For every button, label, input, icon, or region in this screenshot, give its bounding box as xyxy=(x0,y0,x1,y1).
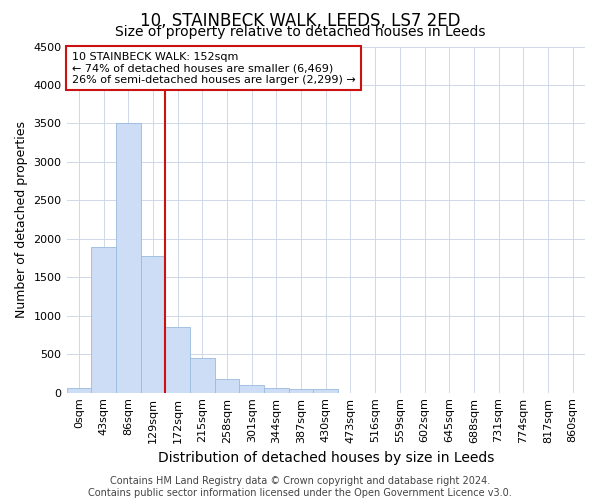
Bar xyxy=(313,389,338,392)
Text: Contains HM Land Registry data © Crown copyright and database right 2024.
Contai: Contains HM Land Registry data © Crown c… xyxy=(88,476,512,498)
Y-axis label: Number of detached properties: Number of detached properties xyxy=(15,121,28,318)
Bar xyxy=(215,379,239,392)
X-axis label: Distribution of detached houses by size in Leeds: Distribution of detached houses by size … xyxy=(158,451,494,465)
Bar xyxy=(91,246,116,392)
Bar xyxy=(289,389,313,392)
Bar xyxy=(67,388,91,392)
Bar xyxy=(190,358,215,392)
Bar xyxy=(140,256,165,392)
Bar xyxy=(165,328,190,392)
Bar xyxy=(264,388,289,392)
Text: 10, STAINBECK WALK, LEEDS, LS7 2ED: 10, STAINBECK WALK, LEEDS, LS7 2ED xyxy=(140,12,460,30)
Text: Size of property relative to detached houses in Leeds: Size of property relative to detached ho… xyxy=(115,25,485,39)
Text: 10 STAINBECK WALK: 152sqm
← 74% of detached houses are smaller (6,469)
26% of se: 10 STAINBECK WALK: 152sqm ← 74% of detac… xyxy=(72,52,355,85)
Bar xyxy=(239,385,264,392)
Bar xyxy=(116,124,140,392)
